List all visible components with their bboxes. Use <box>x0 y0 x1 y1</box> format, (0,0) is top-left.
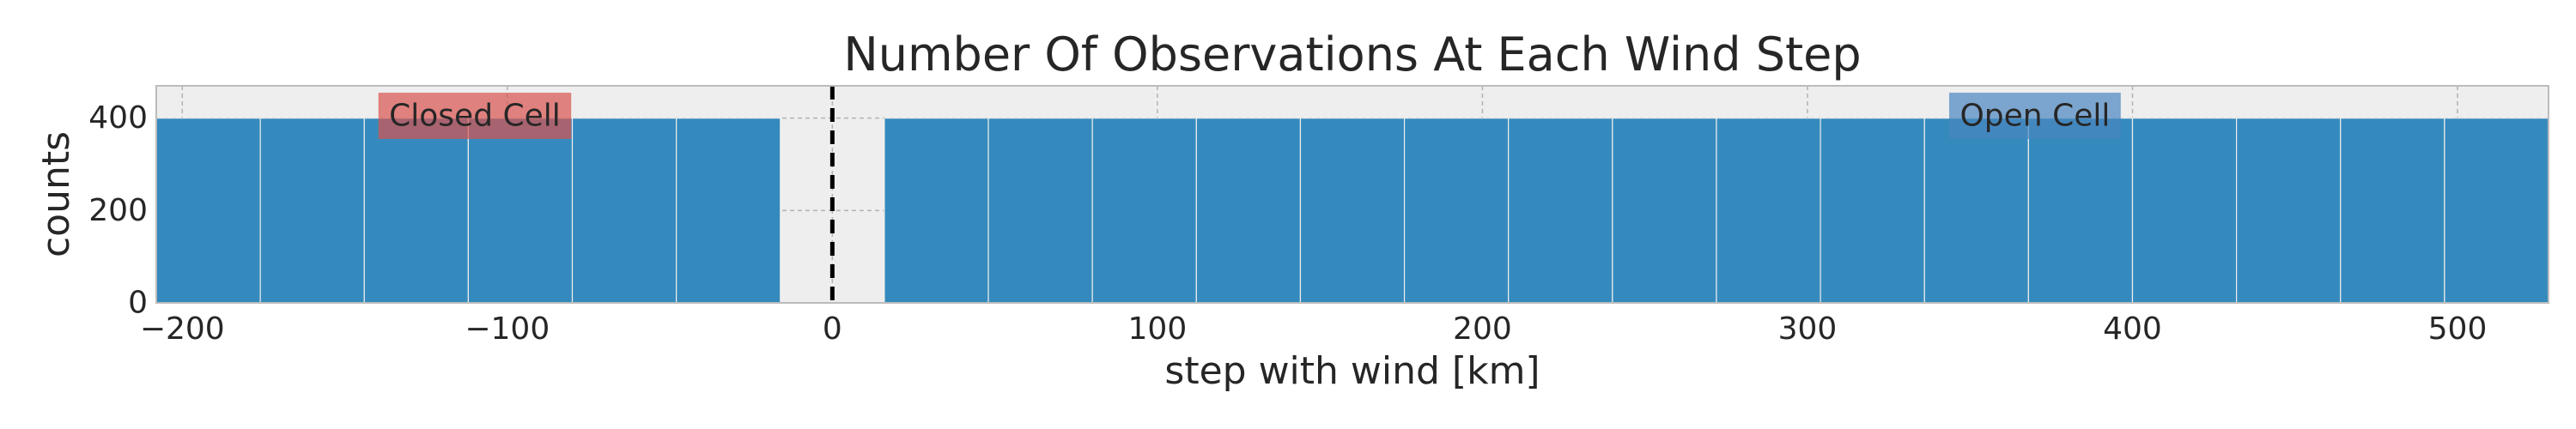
histogram-bar <box>363 118 469 304</box>
x-tick-label: −100 <box>465 311 550 347</box>
x-tick-label: −200 <box>140 311 225 347</box>
plot-frame <box>155 85 2549 304</box>
histogram-bar <box>1716 118 1821 304</box>
histogram-bar <box>571 118 677 304</box>
annotation-label: Open Cell <box>1959 98 2110 133</box>
annotation-box-background <box>378 92 572 139</box>
annotations-group: Closed Cell Open Cell <box>378 92 2121 139</box>
x-axis-label: step with wind [km] <box>1164 349 1540 393</box>
annotation-box: Open Cell <box>1948 92 2121 139</box>
histogram-bar <box>467 118 574 304</box>
annotation-box: Closed Cell <box>378 92 572 139</box>
bars-group <box>155 118 2549 304</box>
x-tick-label: 200 <box>1453 311 1512 347</box>
histogram-bar <box>1508 118 1613 304</box>
histogram-bar <box>1403 118 1510 304</box>
histogram-bar <box>1299 118 1406 304</box>
y-tick-labels: 0 200 400 <box>88 100 148 320</box>
histogram-bar <box>2236 118 2342 304</box>
x-tick-labels: −200 −100 0 100 200 300 400 500 <box>140 311 2488 347</box>
x-tick-label: 100 <box>1128 311 1188 347</box>
y-tick-label: 400 <box>88 100 148 136</box>
annotation-box-background <box>1948 92 2121 139</box>
x-tick-label: 500 <box>2428 311 2488 347</box>
chart-title: Number Of Observations At Each Wind Step <box>843 27 1861 82</box>
histogram-bar <box>2027 118 2134 304</box>
histogram-bar <box>2444 118 2549 304</box>
y-axis-label: counts <box>34 131 78 257</box>
histogram-bar <box>2340 118 2445 304</box>
x-tick-label: 300 <box>1778 311 1838 347</box>
histogram-bar <box>987 118 1093 304</box>
histogram-bar <box>676 118 781 304</box>
histogram-bar <box>884 118 989 304</box>
annotation-label: Closed Cell <box>389 98 561 133</box>
histogram-bar <box>1612 118 1717 304</box>
histogram-bar <box>259 118 365 304</box>
x-tick-label: 0 <box>823 311 842 347</box>
histogram-bar <box>1195 118 1302 304</box>
x-tick-label: 400 <box>2103 311 2162 347</box>
histogram-bar <box>1923 118 2029 304</box>
histogram-bar <box>1091 118 1197 304</box>
chart-title-text: Number Of Observations At Each Wind Step <box>843 27 1861 82</box>
y-tick-label: 200 <box>88 193 148 228</box>
y-tick-label: 0 <box>128 286 148 321</box>
histogram-bar <box>155 118 261 304</box>
histogram-bar <box>1820 118 1925 304</box>
histogram-bar <box>2131 118 2238 304</box>
